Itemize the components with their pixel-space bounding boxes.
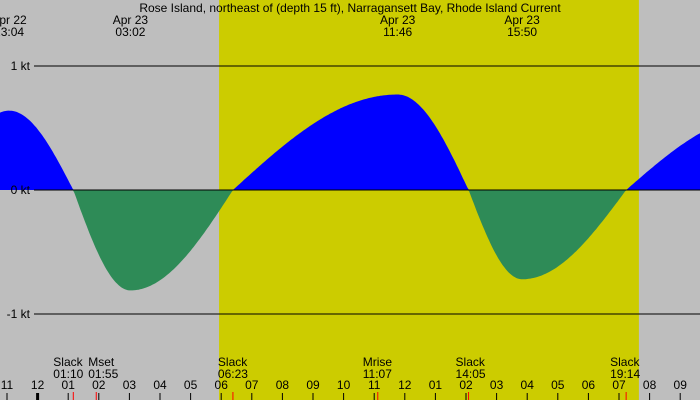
event-time: 01:10 [53, 367, 83, 381]
extreme-time-label: 03:02 [115, 25, 145, 39]
event-time: 19:14 [610, 367, 640, 381]
event-label: Slack [53, 355, 83, 369]
hour-label: 11 [1, 378, 14, 392]
hour-label: 10 [337, 378, 351, 392]
hour-label: 02 [92, 378, 106, 392]
extreme-date-label: Apr 22 [0, 13, 27, 27]
event-label: Mset [88, 355, 115, 369]
hour-label: 12 [398, 378, 412, 392]
hour-label: 01 [429, 378, 443, 392]
y-tick-label: 1 kt [11, 59, 31, 73]
hour-label: 05 [551, 378, 565, 392]
event-time: 06:23 [218, 367, 248, 381]
hour-label: 01 [62, 378, 76, 392]
hour-label: 03 [490, 378, 504, 392]
hour-label: 12 [31, 378, 45, 392]
hour-label: 05 [184, 378, 198, 392]
event-label: Slack [218, 355, 248, 369]
hour-label: 04 [521, 378, 535, 392]
y-tick-label: -1 kt [7, 307, 31, 321]
hour-label: 04 [153, 378, 167, 392]
event-time: 01:55 [88, 367, 118, 381]
hour-label: 07 [612, 378, 626, 392]
hour-label: 09 [674, 378, 688, 392]
hour-label: 03 [123, 378, 137, 392]
hour-label: 08 [276, 378, 290, 392]
hour-label: 11 [368, 378, 381, 392]
extreme-date-label: Apr 23 [504, 13, 540, 27]
flood-area [0, 94, 700, 190]
extreme-time-label: 11:46 [383, 25, 412, 39]
extreme-time-label: 15:50 [507, 25, 537, 39]
event-time: 11:07 [363, 367, 392, 381]
extreme-date-label: Apr 23 [113, 13, 149, 27]
event-time: 14:05 [456, 367, 486, 381]
extreme-date-label: Apr 23 [380, 13, 416, 27]
ebb-area [0, 190, 700, 291]
hour-label: 07 [245, 378, 259, 392]
hour-label: 02 [459, 378, 473, 392]
chart-title: Rose Island, northeast of (depth 15 ft),… [139, 1, 561, 15]
event-label: Mrise [363, 355, 393, 369]
hour-label: 09 [306, 378, 320, 392]
event-label: Slack [456, 355, 486, 369]
extreme-time-label: 23:04 [0, 25, 24, 39]
hour-label: 06 [215, 378, 229, 392]
hour-label: 06 [582, 378, 596, 392]
hour-label: 08 [643, 378, 657, 392]
y-tick-label: 0 kt [11, 183, 31, 197]
event-label: Slack [610, 355, 640, 369]
